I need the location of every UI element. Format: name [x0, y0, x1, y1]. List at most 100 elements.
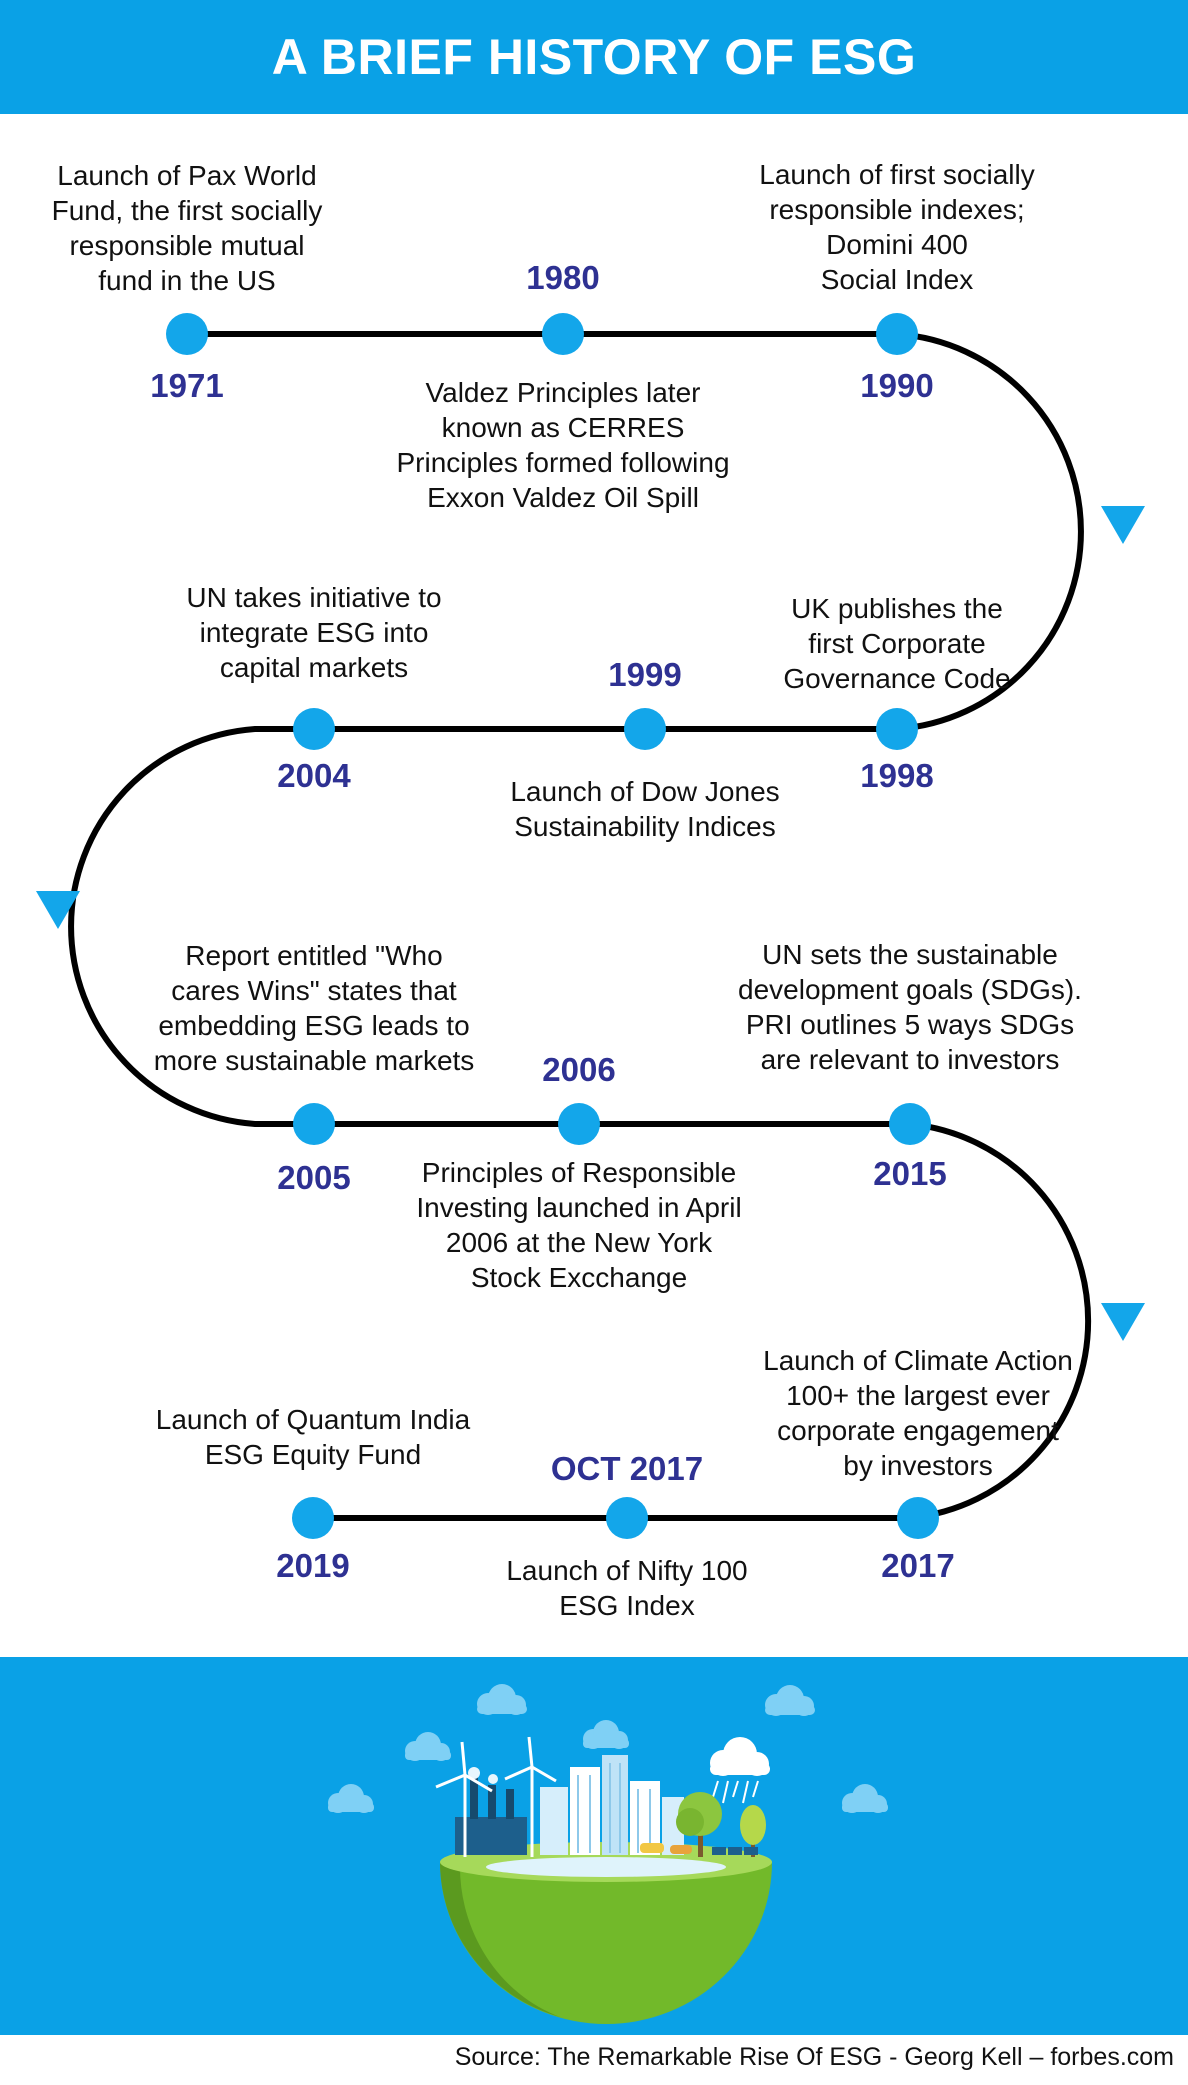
description-line: fund in the US — [98, 265, 276, 296]
milestone-description: Valdez Principles later known as CERRES Pr… — [396, 375, 729, 515]
timeline-node — [889, 1103, 931, 1145]
milestone-description: UN takes initiative to integrate ESG into… — [186, 580, 441, 685]
description-line: cares Wins" states that — [171, 975, 457, 1006]
description-line: responsible indexes; — [769, 194, 1025, 225]
description-line: first Corporate — [808, 628, 986, 659]
description-line: UN sets the sustainable — [762, 939, 1058, 970]
cloud-icon — [477, 1684, 527, 1715]
milestone-description: Principles of Responsible Investing launc… — [416, 1155, 741, 1295]
description-line: Principles of Responsible — [421, 1157, 737, 1188]
milestone-year: OCT 2017 — [550, 1450, 704, 1487]
milestone-year: 2017 — [881, 1547, 955, 1584]
cloud-icon — [765, 1685, 815, 1716]
milestone-year: 2015 — [873, 1155, 947, 1192]
tree-icon — [676, 1792, 722, 1857]
header-band: A BRIEF HISTORY OF ESG — [0, 0, 1188, 114]
milestone-year: 2005 — [277, 1159, 351, 1196]
eco-city-globe-illustration — [328, 1684, 888, 2024]
milestone-description: UK publishes the first Corporate Governanc… — [783, 591, 1010, 696]
milestone-description: Launch of Quantum India ESG Equity Fund — [156, 1402, 470, 1472]
timeline-node — [897, 1497, 939, 1539]
milestone-year: 1999 — [608, 656, 682, 693]
tree-icon — [740, 1805, 766, 1857]
description-line: integrate ESG into — [199, 617, 429, 648]
description-line: PRI outlines 5 ways SDGs — [745, 1009, 1075, 1040]
description-line: responsible mutual — [69, 230, 305, 261]
milestone-description: Launch of first socially responsible inde… — [759, 157, 1034, 297]
milestone-description: Report entitled "Who cares Wins" states t… — [154, 938, 475, 1078]
milestone-year: 1990 — [860, 367, 934, 404]
description-line: Social Index — [820, 264, 974, 295]
description-line: ESG Index — [559, 1590, 695, 1621]
direction-arrow-3 — [1101, 1303, 1145, 1341]
cloud-icon — [405, 1732, 451, 1761]
direction-arrow-2 — [36, 891, 80, 929]
description-line: more sustainable markets — [153, 1045, 475, 1076]
description-line: Exxon Valdez Oil Spill — [427, 482, 699, 513]
description-line: Launch of Pax World — [57, 160, 317, 191]
car-icon — [640, 1843, 664, 1853]
description-line: Principles formed following — [396, 447, 730, 478]
milestone-year: 2019 — [276, 1547, 350, 1584]
milestone-year: 2006 — [542, 1051, 616, 1088]
car-icon — [670, 1845, 692, 1854]
description-line: Launch of Nifty 100 — [506, 1555, 748, 1586]
cloud-icon — [842, 1784, 888, 1813]
description-line: Launch of first socially — [759, 159, 1035, 190]
description-line: Sustainability Indices — [514, 811, 776, 842]
description-line: UN takes initiative to — [186, 582, 442, 613]
description-line: Report entitled "Who — [185, 940, 443, 971]
description-line: Launch of Climate Action — [763, 1345, 1073, 1376]
description-line: 100+ the largest ever — [786, 1380, 1050, 1411]
timeline-node — [876, 313, 918, 355]
timeline-node — [293, 708, 335, 750]
description-line: corporate engagement — [777, 1415, 1059, 1446]
timeline-node — [293, 1103, 335, 1145]
timeline-node — [542, 313, 584, 355]
description-line: Domini 400 — [826, 229, 968, 260]
timeline-node — [292, 1497, 334, 1539]
milestone-year: 2004 — [277, 757, 351, 794]
timeline-node — [558, 1103, 600, 1145]
description-line: are relevant to investors — [760, 1044, 1060, 1075]
wind-turbine-icon — [435, 1741, 493, 1857]
cloud-icon — [583, 1720, 629, 1749]
description-line: embedding ESG leads to — [158, 1010, 470, 1041]
description-line: capital markets — [219, 652, 409, 683]
milestone-year: 1971 — [150, 367, 224, 404]
factory-icon — [455, 1767, 527, 1855]
milestone-description: UN sets the sustainable development goals… — [738, 937, 1082, 1077]
description-line: UK publishes the — [791, 593, 1003, 624]
description-line: ESG Equity Fund — [204, 1439, 422, 1470]
timeline-node — [606, 1497, 648, 1539]
description-line: Fund, the first socially — [51, 195, 323, 226]
milestone-description: Launch of Nifty 100 ESG Index — [506, 1553, 747, 1623]
source-note: Source: The Remarkable Rise Of ESG - Geo… — [454, 2043, 1174, 2071]
page-title: A BRIEF HISTORY OF ESG — [271, 29, 917, 85]
description-line: Stock Excchange — [470, 1262, 688, 1293]
milestone-year: 1998 — [860, 757, 934, 794]
description-line: Launch of Dow Jones — [510, 776, 780, 807]
description-line: Investing launched in April — [416, 1192, 742, 1223]
timeline-node — [876, 708, 918, 750]
description-line: Launch of Quantum India — [155, 1404, 471, 1435]
globe-half — [440, 1862, 772, 2024]
description-line: by investors — [843, 1450, 993, 1481]
timeline-node — [166, 313, 208, 355]
milestone-description: Launch of Climate Action 100+ the largest… — [763, 1343, 1073, 1483]
timeline-node — [624, 708, 666, 750]
milestone-year: 1980 — [526, 259, 600, 296]
description-line: Governance Code — [783, 663, 1011, 694]
description-line: Valdez Principles later — [425, 377, 701, 408]
wind-turbine-icon — [504, 1736, 557, 1857]
direction-arrow-1 — [1101, 506, 1145, 544]
milestone-description: Launch of Pax World Fund, the first socia… — [52, 158, 323, 298]
cloud-icon — [328, 1784, 374, 1813]
description-line: 2006 at the New York — [445, 1227, 713, 1258]
city-buildings — [540, 1755, 684, 1855]
rain-cloud-icon — [710, 1737, 770, 1804]
timeline-path — [36, 313, 1145, 1539]
description-line: known as CERRES — [441, 412, 685, 443]
milestone-description: Launch of Dow Jones Sustainability Indice… — [510, 774, 779, 844]
solar-panel-icon — [712, 1847, 758, 1855]
